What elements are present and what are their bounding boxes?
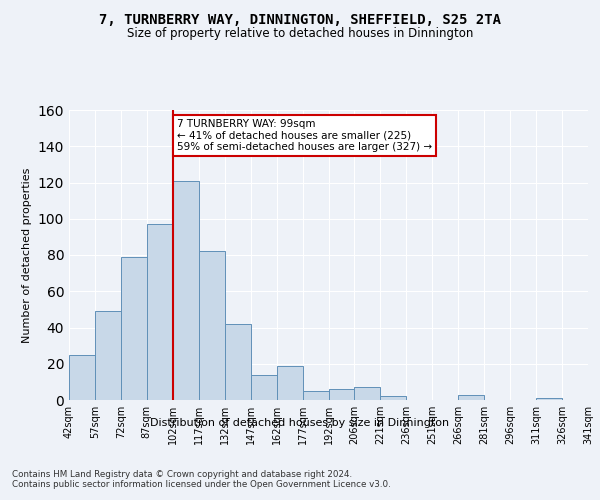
Bar (380, 396, 406, 400)
Bar (329, 389, 355, 400)
Bar (121, 257, 147, 400)
Bar (147, 224, 173, 400)
Bar (355, 388, 380, 400)
Text: Size of property relative to detached houses in Dinnington: Size of property relative to detached ho… (127, 28, 473, 40)
Bar (69, 354, 95, 400)
Bar (277, 366, 302, 400)
Bar (536, 398, 562, 400)
Bar (302, 391, 329, 400)
Bar (95, 311, 121, 400)
Bar (173, 180, 199, 400)
Text: Distribution of detached houses by size in Dinnington: Distribution of detached houses by size … (151, 418, 449, 428)
Text: Contains HM Land Registry data © Crown copyright and database right 2024.
Contai: Contains HM Land Registry data © Crown c… (12, 470, 391, 490)
Bar (458, 394, 484, 400)
Bar (199, 252, 224, 400)
Bar (225, 324, 251, 400)
Y-axis label: Number of detached properties: Number of detached properties (22, 168, 32, 342)
Bar (251, 374, 277, 400)
Text: 7, TURNBERRY WAY, DINNINGTON, SHEFFIELD, S25 2TA: 7, TURNBERRY WAY, DINNINGTON, SHEFFIELD,… (99, 12, 501, 26)
Text: 7 TURNBERRY WAY: 99sqm
← 41% of detached houses are smaller (225)
59% of semi-de: 7 TURNBERRY WAY: 99sqm ← 41% of detached… (176, 119, 432, 152)
